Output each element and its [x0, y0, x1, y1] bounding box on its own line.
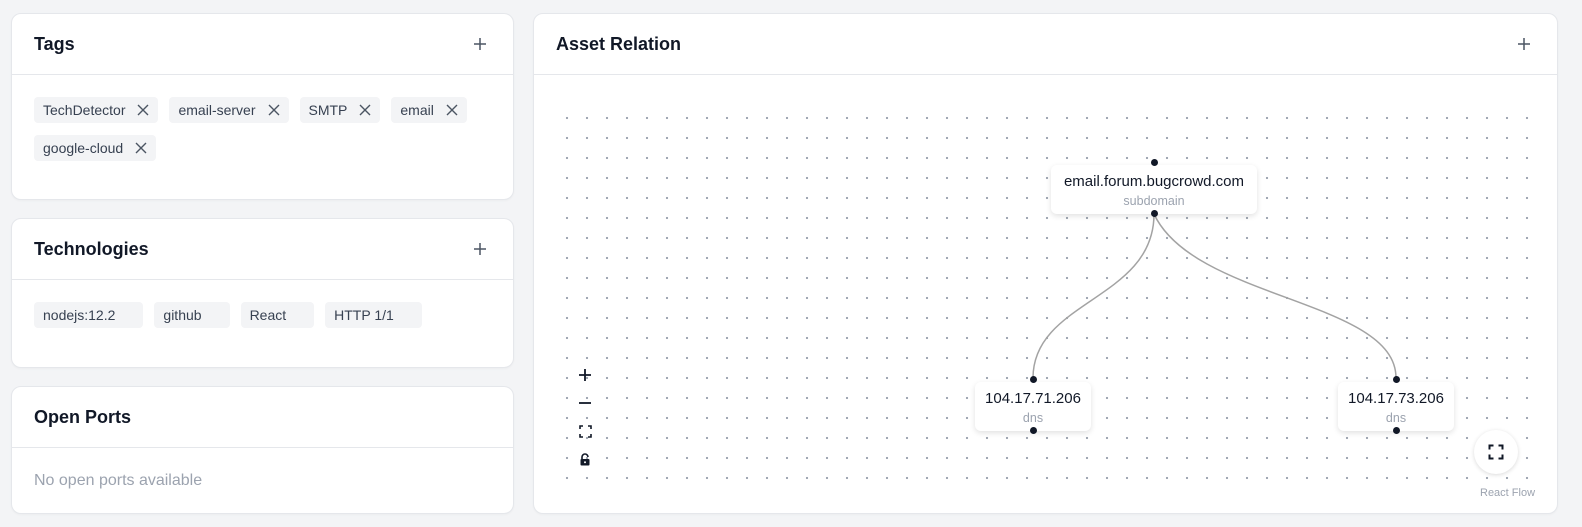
zoom-in-button[interactable]	[570, 361, 600, 389]
technology-chip: React	[240, 302, 315, 328]
technology-label: nodejs:12.2	[43, 307, 116, 323]
tag-chip: google-cloud	[34, 135, 157, 161]
node-type: dns	[1022, 411, 1044, 425]
node-target-handle[interactable]	[1150, 159, 1158, 166]
tag-chip: SMTP	[299, 97, 381, 123]
zoom-out-button[interactable]	[570, 389, 600, 417]
node-type: dns	[1385, 411, 1407, 425]
tags-card: Tags TechDetector email-server SMTP emai…	[11, 13, 514, 200]
technology-chip: github	[154, 302, 230, 328]
close-icon	[359, 104, 371, 116]
fit-view-button[interactable]	[570, 417, 600, 445]
tag-chip: email	[391, 97, 467, 123]
node-target-handle[interactable]	[1392, 376, 1400, 383]
node-source-handle[interactable]	[1150, 210, 1158, 217]
zoom-in-icon	[579, 369, 591, 381]
tag-label: email-server	[178, 102, 256, 118]
tag-label: google-cloud	[43, 140, 124, 156]
asset-relation-card: Asset Relation email.forum.bugcrowd.com …	[533, 13, 1558, 514]
asset-relation-title: Asset Relation	[556, 33, 682, 54]
add-technology-button[interactable]	[469, 238, 491, 260]
add-tag-button[interactable]	[469, 33, 491, 55]
tag-label: TechDetector	[43, 102, 126, 118]
react-flow-attribution[interactable]: React Flow	[1480, 487, 1536, 499]
tag-label: SMTP	[308, 102, 348, 118]
flow-controls	[570, 361, 600, 473]
node-source-handle[interactable]	[1392, 427, 1400, 434]
open-ports-card-header: Open Ports	[12, 387, 513, 448]
zoom-out-icon	[579, 402, 591, 404]
node-type: subdomain	[1123, 194, 1185, 208]
lock-icon	[580, 452, 590, 465]
fit-view-icon	[578, 424, 592, 438]
asset-relation-card-header: Asset Relation	[534, 14, 1557, 75]
tags-card-header: Tags	[12, 14, 513, 75]
remove-tag-button[interactable]	[137, 104, 149, 116]
close-icon	[268, 104, 279, 116]
open-ports-title: Open Ports	[34, 406, 132, 427]
technologies-card-header: Technologies	[12, 219, 513, 280]
close-icon	[446, 104, 458, 116]
remove-tag-button[interactable]	[268, 104, 280, 116]
add-relation-button[interactable]	[1513, 33, 1535, 55]
technologies-title: Technologies	[34, 238, 149, 259]
plus-icon	[1518, 38, 1530, 50]
technologies-card: Technologies nodejs:12.2 github React HT…	[11, 218, 514, 368]
flow-edges	[1032, 213, 1397, 379]
fullscreen-icon	[1488, 444, 1504, 460]
flow-canvas[interactable]: email.forum.bugcrowd.com subdomain 104.1…	[554, 100, 1537, 494]
technology-list: nodejs:12.2 github React HTTP 1/1	[12, 280, 513, 350]
edge-subdomain-to-dns-2	[1153, 213, 1397, 379]
tag-chip: TechDetector	[34, 97, 159, 123]
flow-node-dns[interactable]: 104.17.71.206 dns	[975, 376, 1091, 434]
open-ports-empty-text: No open ports available	[34, 472, 203, 489]
tag-list: TechDetector email-server SMTP email goo…	[12, 75, 513, 183]
tag-chip: email-server	[169, 97, 289, 123]
lock-button[interactable]	[570, 445, 600, 473]
fullscreen-button[interactable]	[1474, 430, 1518, 474]
close-icon	[137, 104, 149, 116]
plus-icon	[474, 243, 486, 255]
plus-icon	[474, 38, 486, 50]
technology-label: github	[163, 307, 202, 323]
remove-tag-button[interactable]	[135, 142, 147, 154]
node-target-handle[interactable]	[1029, 376, 1037, 383]
remove-tag-button[interactable]	[446, 104, 458, 116]
flow-node-dns[interactable]: 104.17.73.206 dns	[1338, 376, 1454, 434]
node-source-handle[interactable]	[1029, 427, 1037, 434]
technology-chip: HTTP 1/1	[325, 302, 422, 328]
technology-label: HTTP 1/1	[334, 307, 394, 323]
node-label: email.forum.bugcrowd.com	[1063, 173, 1245, 190]
tag-label: email	[400, 102, 434, 118]
open-ports-card: Open Ports No open ports available	[11, 386, 514, 514]
tags-title: Tags	[34, 33, 75, 54]
technology-chip: nodejs:12.2	[34, 302, 144, 328]
edge-subdomain-to-dns-1	[1032, 213, 1155, 379]
technology-label: React	[249, 307, 287, 323]
flow-node-subdomain[interactable]: email.forum.bugcrowd.com subdomain	[1051, 159, 1257, 217]
node-label: 104.17.73.206	[1348, 390, 1444, 407]
remove-tag-button[interactable]	[359, 104, 371, 116]
close-icon	[135, 142, 147, 154]
node-label: 104.17.71.206	[985, 390, 1081, 407]
